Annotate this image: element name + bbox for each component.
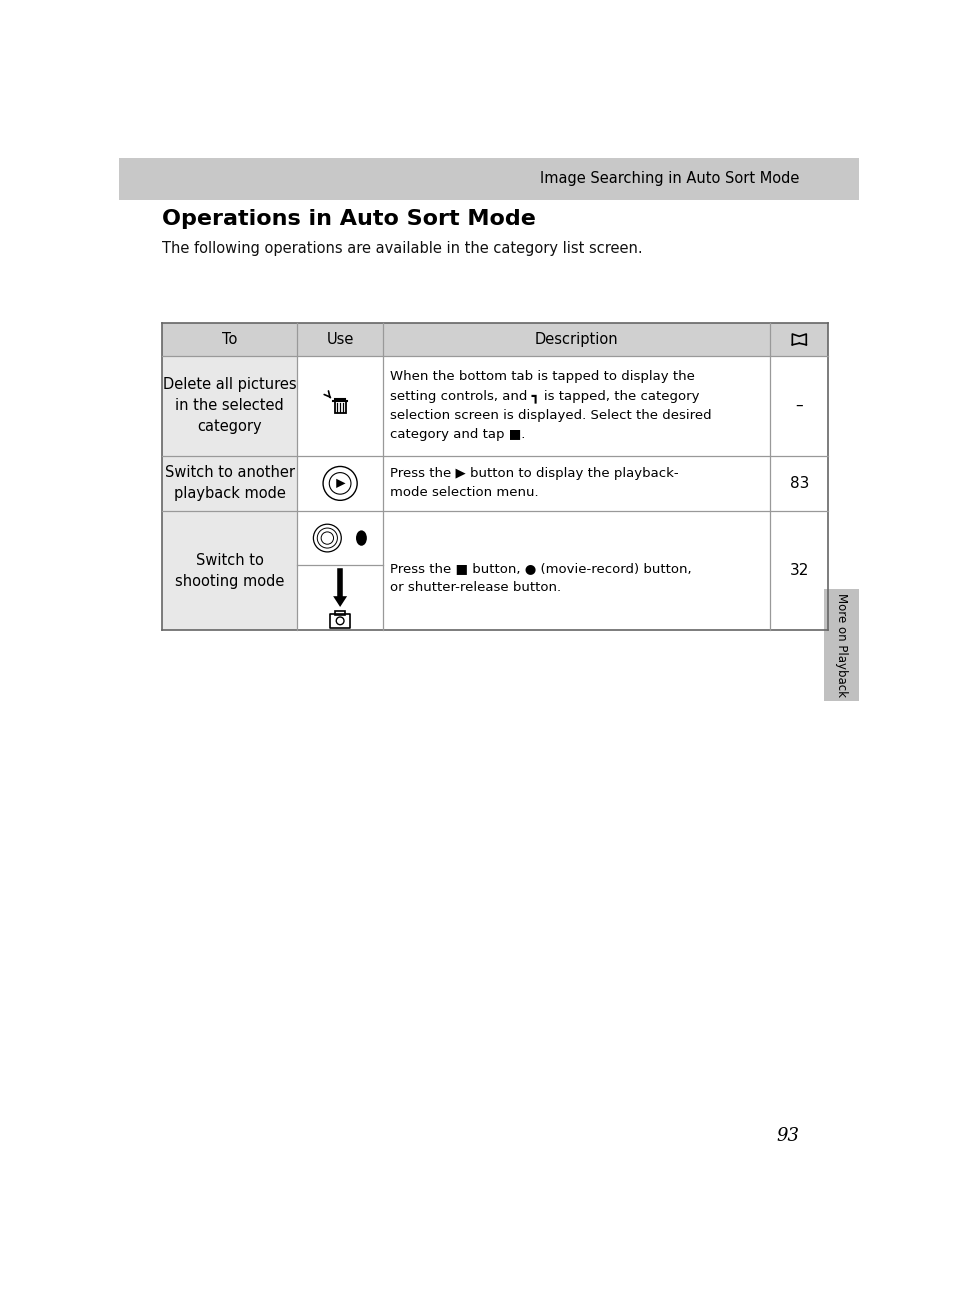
Text: Switch to
shooting mode: Switch to shooting mode: [174, 553, 284, 589]
Bar: [335, 611, 344, 615]
Text: Operations in Auto Sort Mode: Operations in Auto Sort Mode: [162, 209, 536, 229]
Text: Press the ■ button, ● (movie-record) button,
or shutter-release button.: Press the ■ button, ● (movie-record) but…: [390, 562, 691, 594]
Text: Image Searching in Auto Sort Mode: Image Searching in Auto Sort Mode: [539, 171, 799, 187]
Bar: [335, 401, 345, 413]
Bar: [162, 511, 297, 631]
Bar: [162, 323, 827, 356]
Bar: [162, 456, 297, 511]
Bar: [330, 614, 350, 628]
Text: Switch to another
playback mode: Switch to another playback mode: [165, 465, 294, 502]
Bar: [297, 565, 382, 631]
Ellipse shape: [355, 531, 367, 545]
Bar: [823, 589, 858, 700]
Text: To: To: [222, 332, 237, 347]
Text: The following operations are available in the category list screen.: The following operations are available i…: [162, 240, 641, 256]
Text: 83: 83: [789, 476, 808, 491]
Bar: [297, 511, 382, 565]
Text: Delete all pictures
in the selected
category: Delete all pictures in the selected cate…: [163, 377, 296, 434]
Text: 32: 32: [789, 564, 808, 578]
Text: Press the ▶ button to display the playback-
mode selection menu.: Press the ▶ button to display the playba…: [390, 468, 679, 499]
Text: –: –: [795, 398, 802, 413]
Polygon shape: [335, 478, 345, 487]
Text: When the bottom tab is tapped to display the
setting controls, and ┓ is tapped, : When the bottom tab is tapped to display…: [390, 371, 711, 442]
Bar: [119, 158, 858, 200]
Polygon shape: [333, 597, 347, 607]
Text: Use: Use: [326, 332, 354, 347]
Text: Description: Description: [534, 332, 618, 347]
Text: 93: 93: [775, 1126, 798, 1144]
Bar: [162, 356, 297, 456]
Text: More on Playback: More on Playback: [834, 593, 847, 696]
